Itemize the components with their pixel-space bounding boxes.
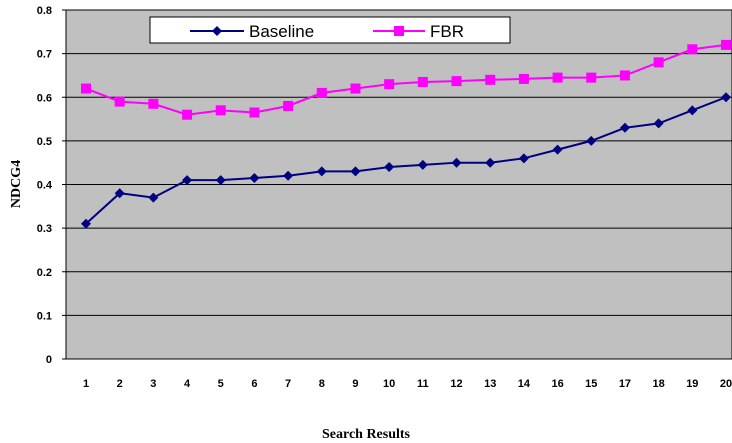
data-point-fbr (316, 87, 327, 98)
x-tick-label: 4 (184, 378, 191, 390)
x-tick-label: 19 (686, 378, 698, 390)
legend-marker-baseline (212, 26, 222, 36)
data-point-baseline (518, 153, 529, 164)
data-point-fbr (215, 105, 226, 116)
x-tick-label: 17 (619, 378, 631, 390)
x-tick-label: 14 (518, 378, 531, 390)
y-axis-title: NDCG4 (9, 160, 24, 208)
data-point-baseline (350, 166, 361, 177)
series-line-fbr (85, 43, 727, 116)
x-tick-label: 13 (484, 378, 496, 390)
series-layer (81, 39, 731, 229)
data-point-fbr (653, 57, 664, 68)
data-point-fbr (249, 107, 260, 118)
data-point-baseline (148, 192, 159, 203)
data-point-baseline (114, 188, 125, 199)
data-point-baseline (81, 218, 91, 229)
data-point-fbr (518, 73, 529, 84)
data-point-fbr (417, 76, 428, 87)
x-tick-label: 12 (450, 378, 462, 390)
data-point-fbr (485, 74, 496, 85)
x-tick-label: 6 (251, 378, 257, 390)
data-point-baseline (249, 172, 260, 183)
data-point-baseline (485, 157, 496, 168)
legend: Baseline FBR (149, 16, 511, 44)
data-point-fbr (451, 76, 462, 87)
x-tick-label: 2 (117, 378, 123, 390)
y-tick-label: 0.2 (37, 267, 52, 279)
x-tick-label: 8 (319, 378, 325, 390)
data-point-fbr (552, 72, 563, 83)
y-tick-label: 0 (46, 354, 52, 366)
data-point-baseline (552, 144, 563, 155)
data-point-baseline (215, 175, 226, 186)
y-tick-label: 0.3 (37, 223, 52, 235)
data-point-fbr (586, 72, 597, 83)
data-point-baseline (619, 122, 630, 133)
data-point-fbr (619, 70, 630, 81)
x-tick-label: 20 (720, 378, 732, 390)
y-axis-ticks: 0 0.1 0.2 0.3 0.4 0.5 0.6 0.7 0.8 (37, 5, 66, 366)
y-tick-label: 0.4 (37, 180, 53, 192)
y-tick-label: 0.1 (37, 310, 52, 322)
data-point-baseline (687, 105, 698, 116)
legend-marker-fbr (394, 26, 404, 36)
legend-label-baseline: Baseline (249, 22, 314, 41)
data-point-fbr (687, 44, 698, 55)
data-point-baseline (384, 162, 395, 173)
y-tick-label: 0.6 (37, 92, 52, 104)
data-point-baseline (653, 118, 664, 129)
x-tick-label: 18 (653, 378, 665, 390)
x-tick-label: 11 (417, 378, 429, 390)
data-point-baseline (417, 159, 428, 170)
series-line-baseline (85, 96, 727, 225)
data-point-baseline (316, 166, 327, 177)
x-tick-label: 10 (383, 378, 395, 390)
data-point-fbr (148, 98, 159, 109)
x-axis-title: Search Results (322, 427, 411, 442)
y-tick-label: 0.5 (37, 136, 52, 148)
data-point-baseline (721, 92, 731, 103)
x-tick-label: 15 (585, 378, 597, 390)
data-point-fbr (384, 79, 395, 90)
data-point-fbr (283, 100, 294, 111)
x-tick-label: 1 (83, 378, 89, 390)
legend-label-fbr: FBR (430, 22, 464, 41)
x-tick-label: 5 (218, 378, 224, 390)
gridlines (66, 53, 732, 316)
data-point-baseline (283, 170, 294, 181)
data-point-fbr (350, 83, 361, 94)
x-tick-label: 7 (285, 378, 291, 390)
x-tick-label: 3 (150, 378, 156, 390)
x-tick-label: 16 (551, 378, 563, 390)
data-point-baseline (182, 175, 193, 186)
data-point-fbr (721, 39, 731, 50)
x-tick-label: 9 (352, 378, 358, 390)
data-point-baseline (451, 157, 462, 168)
y-tick-label: 0.8 (37, 5, 52, 17)
data-point-fbr (114, 96, 125, 107)
data-point-fbr (81, 83, 91, 94)
data-point-baseline (586, 135, 597, 146)
data-point-fbr (182, 109, 193, 120)
x-axis-ticks: 1 2 3 4 5 6 7 8 9 10 11 12 13 14 16 15 17 18 19 20 (83, 378, 732, 390)
y-tick-label: 0.7 (37, 49, 52, 61)
